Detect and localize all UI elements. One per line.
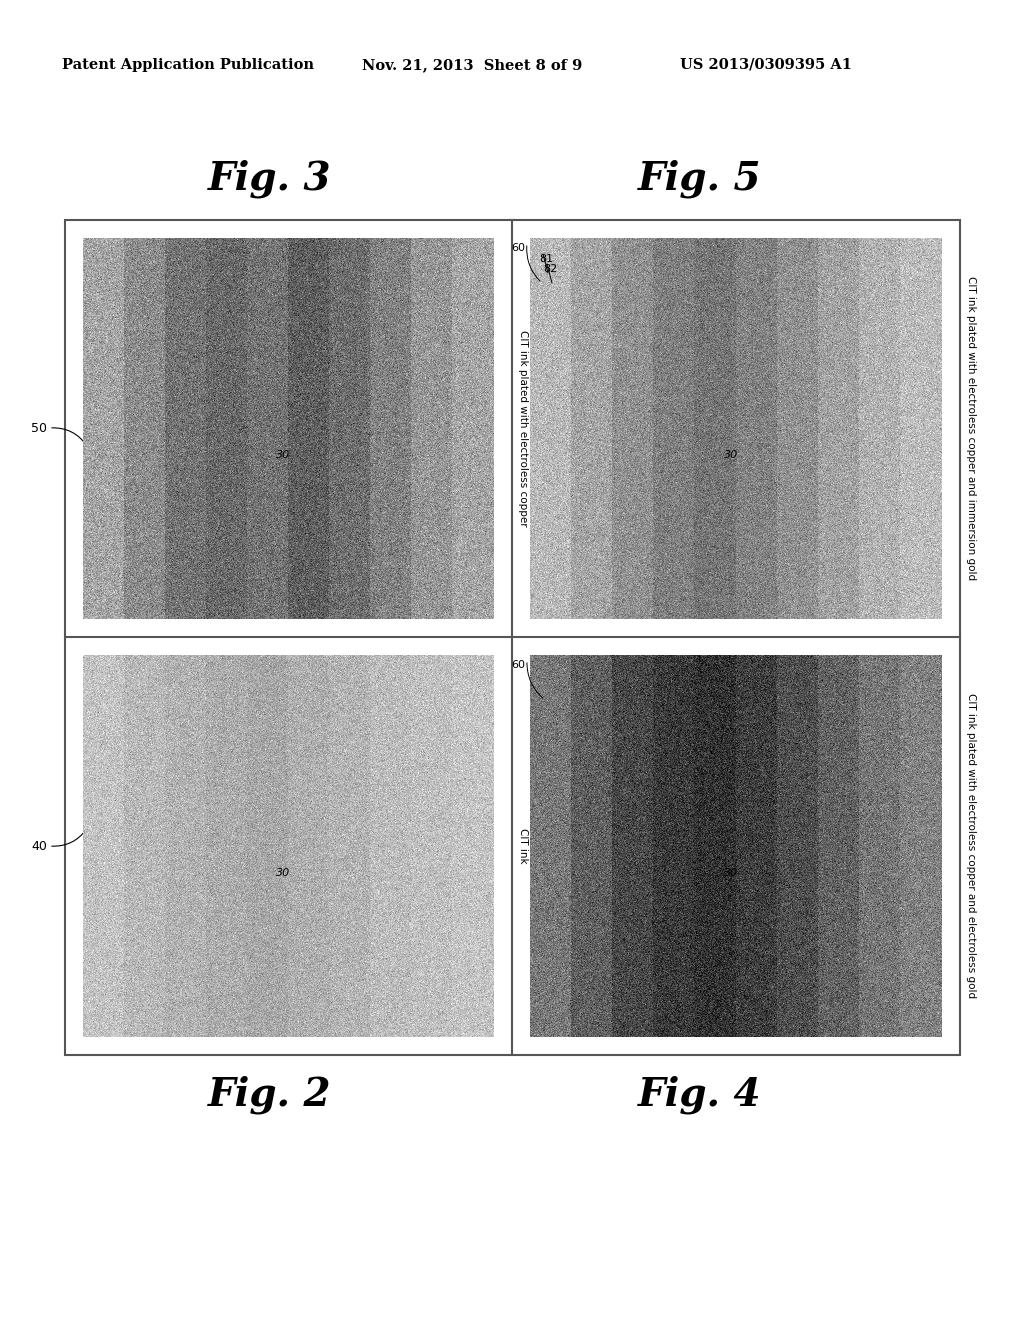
Text: Fig. 3: Fig. 3 (208, 160, 332, 198)
Text: 30: 30 (276, 450, 291, 461)
Text: CIT ink plated with electroless copper and electroless gold: CIT ink plated with electroless copper a… (966, 693, 976, 998)
Text: Fig. 4: Fig. 4 (638, 1074, 762, 1114)
Text: 30: 30 (724, 867, 738, 878)
Text: 81: 81 (539, 253, 553, 264)
Text: Fig. 5: Fig. 5 (638, 160, 762, 198)
Text: 60: 60 (511, 243, 525, 253)
Text: 30: 30 (276, 867, 291, 878)
Text: CIT ink: CIT ink (518, 828, 528, 863)
Text: 50: 50 (31, 421, 47, 434)
Bar (65, 220, 961, 1055)
Text: 40: 40 (31, 840, 47, 853)
FancyArrowPatch shape (52, 829, 86, 846)
Text: Patent Application Publication: Patent Application Publication (62, 58, 314, 73)
Text: 60: 60 (511, 660, 525, 671)
Text: CIT ink plated with electroless copper: CIT ink plated with electroless copper (518, 330, 528, 527)
Text: 82: 82 (543, 264, 557, 275)
Text: US 2013/0309395 A1: US 2013/0309395 A1 (680, 58, 852, 73)
Text: 30: 30 (724, 450, 738, 461)
Text: CIT ink plated with electroless copper and immersion gold: CIT ink plated with electroless copper a… (966, 276, 976, 579)
Text: Fig. 2: Fig. 2 (208, 1074, 332, 1114)
Text: Nov. 21, 2013  Sheet 8 of 9: Nov. 21, 2013 Sheet 8 of 9 (362, 58, 583, 73)
FancyArrowPatch shape (52, 428, 86, 445)
